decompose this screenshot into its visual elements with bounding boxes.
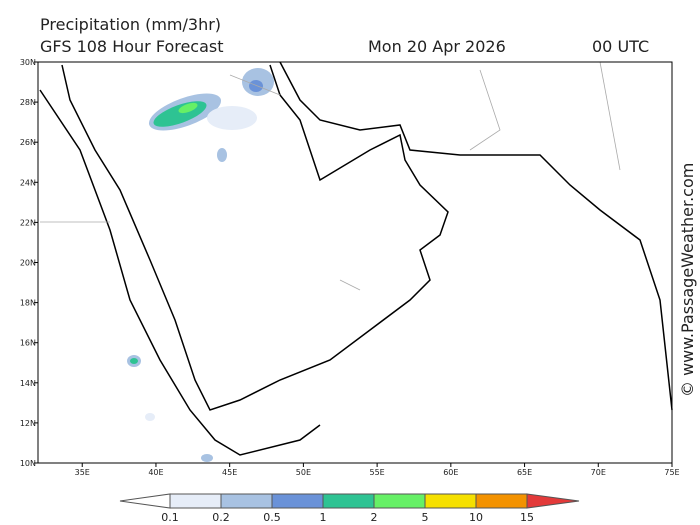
y-tick-label: 14N (20, 379, 36, 388)
colorbar-segment (169, 493, 222, 509)
y-tick-label: 16N (20, 339, 36, 348)
colorbar-segment (271, 493, 324, 509)
colorbar-label: 10 (469, 511, 483, 524)
colorbar-label: 2 (371, 511, 378, 524)
colorbar-label: 0.2 (212, 511, 230, 524)
time: 00 UTC (592, 37, 649, 56)
x-tick-label: 65E (517, 468, 532, 477)
y-tick-label: 10N (20, 459, 36, 468)
frame (37, 61, 673, 464)
borders (40, 61, 621, 291)
x-tick-label: 35E (75, 468, 90, 477)
colorbar-end (526, 493, 580, 509)
y-tick-label: 18N (20, 299, 36, 308)
subtitle: GFS 108 Hour Forecast (40, 37, 224, 56)
credit: © www.PassageWeather.com (678, 163, 697, 397)
y-tick-label: 24N (20, 178, 36, 187)
colorbar-label: 0.5 (263, 511, 281, 524)
coastline (39, 61, 673, 456)
colorbar-segment (220, 493, 273, 509)
colorbar-label: 0.1 (161, 511, 179, 524)
x-tick-label: 50E (296, 468, 311, 477)
x-tick-label: 45E (222, 468, 237, 477)
x-tick-label: 60E (443, 468, 458, 477)
y-tick-label: 12N (20, 419, 36, 428)
colorbar-segment (322, 493, 375, 509)
x-tick-label: 55E (369, 468, 384, 477)
y-tick-label: 30N (20, 58, 36, 67)
precip (127, 68, 274, 462)
colorbar-label: 5 (422, 511, 429, 524)
x-tick-label: 40E (148, 468, 163, 477)
colorbar-label: 15 (520, 511, 534, 524)
date: Mon 20 Apr 2026 (368, 37, 506, 56)
x-tick-label: 75E (664, 468, 679, 477)
y-tick-label: 20N (20, 259, 36, 268)
colorbar-segment (424, 493, 477, 509)
y-tick-label: 22N (20, 218, 36, 227)
colorbar-label: 1 (320, 511, 327, 524)
x-tick-label: 70E (591, 468, 606, 477)
colorbar-end (119, 493, 171, 509)
colorbar-segment (475, 493, 528, 509)
colorbar-segment (373, 493, 426, 509)
y-tick-label: 28N (20, 98, 36, 107)
title: Precipitation (mm/3hr) (40, 15, 221, 34)
y-tick-label: 26N (20, 138, 36, 147)
